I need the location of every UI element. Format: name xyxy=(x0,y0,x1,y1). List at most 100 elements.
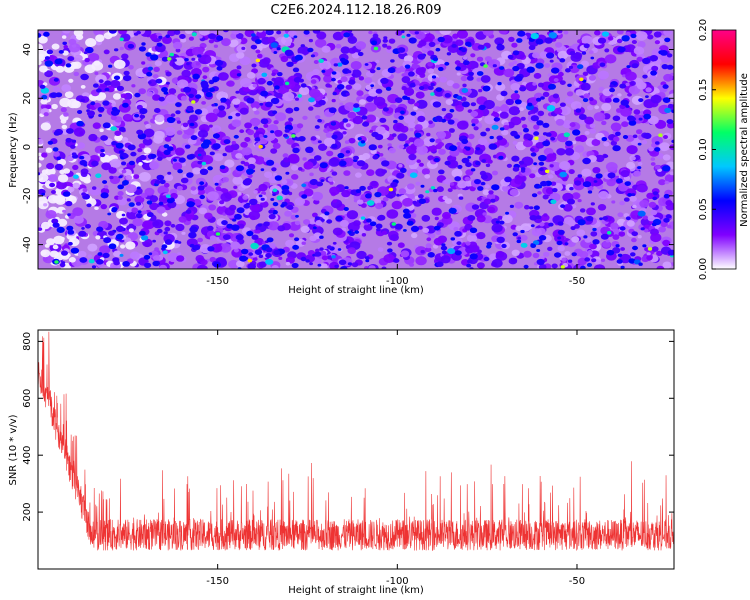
heatmap-blob xyxy=(133,174,140,180)
heatmap-blob xyxy=(639,199,650,208)
heatmap-blob xyxy=(592,239,600,245)
heatmap-blob xyxy=(283,79,296,90)
heatmap-blob xyxy=(296,123,304,129)
heatmap-blob xyxy=(557,229,565,235)
heatmap-blob xyxy=(55,180,67,190)
heatmap-blob xyxy=(398,115,405,120)
heatmap-blob xyxy=(253,126,259,130)
heatmap-blob xyxy=(403,229,407,232)
heatmap-blob xyxy=(121,169,127,174)
heatmap-blob xyxy=(587,250,593,254)
heatmap-blob xyxy=(489,138,494,142)
heatmap-blob xyxy=(382,107,389,112)
heatmap-blob xyxy=(625,44,636,53)
heatmap-blob xyxy=(363,223,373,231)
heatmap-blob xyxy=(612,247,621,254)
heatmap-blob xyxy=(469,253,478,260)
heatmap-blob xyxy=(631,95,644,105)
heatmap-blob xyxy=(465,162,472,168)
heatmap-blob xyxy=(310,136,317,141)
heatmap-blob xyxy=(343,207,349,211)
heatmap-blob xyxy=(597,37,607,44)
heatmap-blob xyxy=(590,231,598,237)
heatmap-blob xyxy=(276,30,282,35)
heatmap-blob xyxy=(138,162,143,166)
heatmap-blob xyxy=(516,239,522,244)
heatmap-blob xyxy=(523,133,532,140)
heatmap-blob xyxy=(528,45,536,51)
heatmap-blob xyxy=(91,265,97,269)
heatmap-blob xyxy=(476,232,486,240)
heatmap-blob xyxy=(268,213,276,220)
heatmap-blob xyxy=(292,147,300,154)
heatmap-blob xyxy=(317,118,322,123)
heatmap-blob xyxy=(567,259,573,263)
heatmap-blob xyxy=(260,90,269,97)
heatmap-blob xyxy=(254,39,262,45)
heatmap-blob xyxy=(170,198,175,202)
heatmap-blob xyxy=(154,114,165,123)
heatmap-blob xyxy=(145,123,152,129)
heatmap-blob xyxy=(295,239,306,247)
heatmap-blob xyxy=(40,98,48,105)
heatmap-blob xyxy=(577,199,582,203)
heatmap-blob xyxy=(424,174,431,179)
heatmap-blob xyxy=(135,201,142,206)
heatmap-blob xyxy=(651,222,657,227)
heatmap-blob xyxy=(61,124,68,130)
heatmap-blob xyxy=(636,129,643,135)
heatmap-blob xyxy=(559,80,566,85)
heatmap-blob xyxy=(651,65,659,72)
heatmap-blob xyxy=(658,179,666,186)
heatmap-blob xyxy=(67,56,75,62)
heatmap-blob xyxy=(369,69,376,74)
heatmap-blob xyxy=(597,204,607,211)
heatmap-blob xyxy=(114,130,122,136)
heatmap-blob xyxy=(121,161,127,166)
heatmap-blob xyxy=(407,98,416,105)
heatmap-blob xyxy=(263,123,269,128)
heatmap-blob xyxy=(461,47,467,53)
heatmap-blob xyxy=(448,128,455,133)
heatmap-blob xyxy=(593,112,606,122)
heatmap-blob xyxy=(93,83,99,88)
heatmap-blob xyxy=(592,227,597,232)
heatmap-blob xyxy=(175,102,182,107)
heatmap-blob xyxy=(201,87,209,93)
heatmap-blob xyxy=(235,153,243,159)
heatmap-peak xyxy=(167,57,172,61)
heatmap-blob xyxy=(271,209,278,215)
heatmap-blob xyxy=(164,226,171,232)
heatmap-blob xyxy=(435,47,441,52)
heatmap-blob xyxy=(494,37,505,46)
heatmap-blob xyxy=(180,37,187,43)
heatmap-blob xyxy=(646,192,655,199)
heatmap-blob xyxy=(167,252,180,263)
heatmap-blob xyxy=(499,127,505,131)
heatmap-blob xyxy=(437,36,445,43)
heatmap-blob xyxy=(199,108,209,116)
heatmap-blob xyxy=(420,249,425,254)
heatmap-blob xyxy=(257,223,262,227)
heatmap-blob xyxy=(632,134,638,139)
heatmap-blob xyxy=(345,123,351,128)
heatmap-blob xyxy=(65,200,73,207)
heatmap-blob xyxy=(239,78,252,88)
heatmap-blob xyxy=(601,137,608,142)
heatmap-blob xyxy=(508,62,514,67)
heatmap-blob xyxy=(318,58,325,64)
heatmap-blob xyxy=(631,40,638,44)
heatmap-blob xyxy=(495,251,508,261)
heatmap-blob xyxy=(138,88,146,95)
heatmap-blob xyxy=(577,64,584,70)
heatmap-blob xyxy=(46,49,54,55)
heatmap-blob xyxy=(616,259,623,264)
heatmap-blob xyxy=(326,219,333,224)
heatmap-blob xyxy=(95,173,102,178)
heatmap-blob xyxy=(251,33,256,37)
heatmap-blob xyxy=(252,107,257,111)
heatmap-blob xyxy=(208,33,216,40)
heatmap-blob xyxy=(456,72,461,76)
heatmap-blob xyxy=(61,261,66,265)
heatmap-blob xyxy=(464,176,471,182)
